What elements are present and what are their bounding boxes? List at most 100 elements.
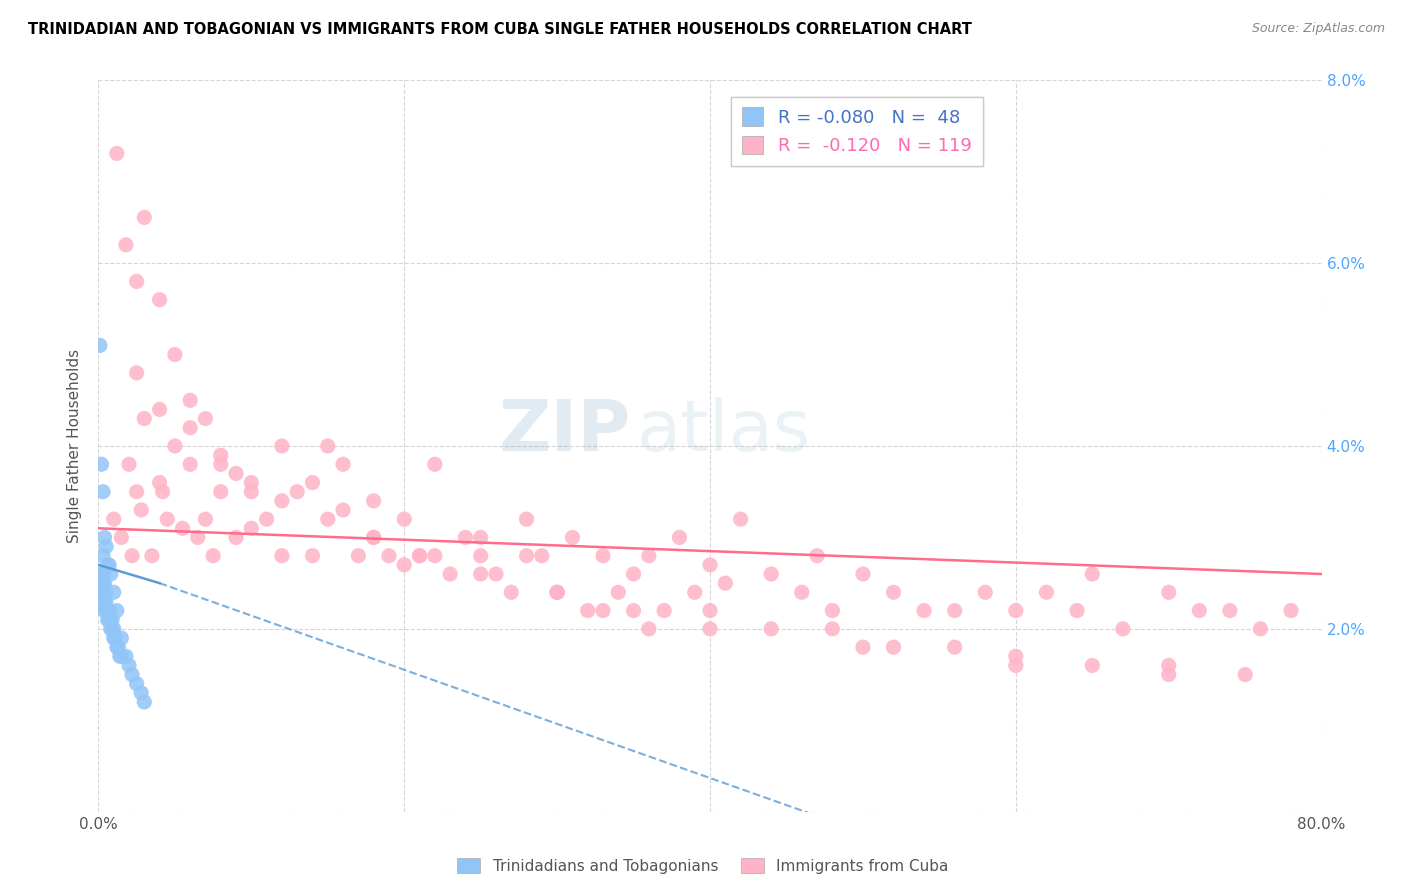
Point (1112, 622, 1135, 636)
Point (134, 411, 156, 425)
Point (392, 512, 416, 526)
Point (821, 604, 844, 618)
Point (129, 686, 152, 700)
Point (108, 649, 131, 664)
Point (121, 549, 143, 563)
Point (91, 567, 114, 582)
Point (93, 604, 115, 618)
Point (89, 576, 111, 591)
Point (94, 604, 117, 618)
Point (699, 622, 721, 636)
Point (1279, 604, 1302, 618)
Point (332, 503, 354, 517)
Point (256, 512, 278, 526)
Point (149, 402, 172, 417)
Point (91, 484, 114, 499)
Point (141, 549, 163, 563)
Point (363, 530, 385, 544)
Point (623, 604, 645, 618)
Point (194, 512, 217, 526)
Point (115, 238, 138, 252)
Point (270, 439, 292, 453)
Point (97, 613, 120, 627)
Point (1004, 649, 1026, 664)
Point (100, 28, 122, 42)
Point (852, 640, 875, 655)
Point (125, 484, 148, 499)
Point (90, 585, 112, 599)
Point (129, 503, 152, 517)
Point (1081, 567, 1104, 582)
Point (225, 530, 247, 544)
Point (125, 275, 148, 289)
Point (91, 585, 114, 599)
Point (530, 549, 553, 563)
Point (93, 594, 115, 608)
Point (546, 585, 568, 599)
Point (470, 549, 492, 563)
Point (316, 512, 339, 526)
Point (104, 631, 127, 645)
Point (209, 484, 232, 499)
Point (98, 613, 121, 627)
Point (115, 649, 138, 664)
Point (240, 475, 263, 490)
Point (1219, 604, 1241, 618)
Point (270, 549, 292, 563)
Point (94, 594, 117, 608)
Point (134, 695, 156, 709)
Point (408, 549, 430, 563)
Point (121, 667, 143, 681)
Point (683, 585, 706, 599)
Text: TRINIDADIAN AND TOBAGONIAN VS IMMIGRANTS FROM CUBA SINGLE FATHER HOUSEHOLDS CORR: TRINIDADIAN AND TOBAGONIAN VS IMMIGRANTS… (28, 22, 972, 37)
Point (1188, 604, 1211, 618)
Point (943, 604, 966, 618)
Point (501, 585, 523, 599)
Point (1004, 658, 1026, 673)
Point (1081, 658, 1104, 673)
Point (103, 585, 125, 599)
Point (912, 604, 935, 618)
Point (156, 512, 179, 526)
Point (668, 530, 690, 544)
Point (94, 585, 117, 599)
Point (209, 458, 232, 472)
Point (93, 576, 115, 591)
Point (730, 512, 752, 526)
Point (301, 549, 323, 563)
Point (89, 567, 111, 582)
Point (187, 530, 209, 544)
Legend: Trinidadians and Tobagonians, Immigrants from Cuba: Trinidadians and Tobagonians, Immigrants… (451, 852, 955, 880)
Point (1157, 585, 1180, 599)
Point (759, 622, 782, 636)
Point (118, 658, 141, 673)
Point (1004, 604, 1026, 618)
Point (423, 458, 446, 472)
Point (89, 338, 111, 352)
Point (97, 558, 120, 572)
Point (240, 484, 263, 499)
Point (107, 640, 129, 655)
Text: ZIP: ZIP (498, 397, 630, 466)
Point (179, 393, 201, 408)
Point (179, 421, 201, 435)
Point (125, 366, 148, 380)
Point (408, 549, 430, 563)
Point (91, 594, 114, 608)
Point (90, 567, 112, 582)
Point (516, 549, 538, 563)
Point (347, 549, 370, 563)
Point (100, 622, 122, 636)
Point (592, 549, 614, 563)
Point (110, 649, 132, 664)
Point (209, 448, 232, 462)
Point (90, 576, 112, 591)
Point (363, 530, 385, 544)
Point (607, 585, 630, 599)
Point (105, 604, 128, 618)
Point (125, 676, 148, 690)
Point (149, 293, 172, 307)
Point (270, 494, 292, 508)
Point (103, 622, 125, 636)
Point (485, 567, 508, 582)
